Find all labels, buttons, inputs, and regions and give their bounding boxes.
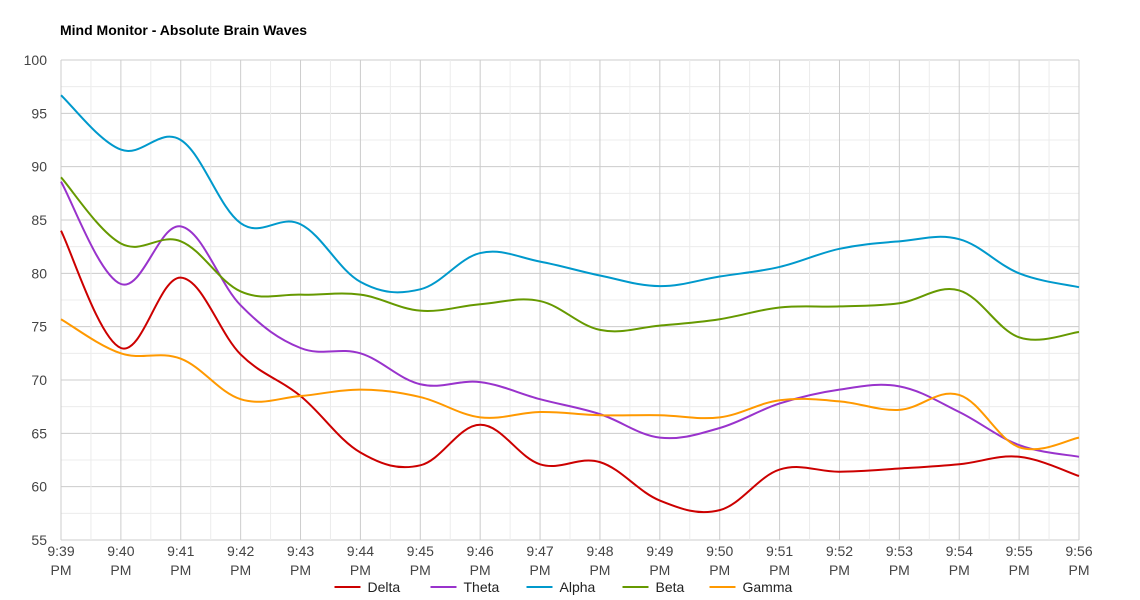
y-tick-label: 100 (24, 52, 48, 68)
series-line-gamma (60, 318, 1080, 451)
y-tick-label: 55 (31, 532, 47, 548)
y-tick-label: 75 (31, 319, 47, 335)
legend-item-theta[interactable]: Theta (430, 579, 500, 595)
legend-label: Alpha (560, 579, 596, 595)
chart-grid (60, 59, 1080, 541)
y-tick-label: 95 (31, 105, 47, 121)
series-line-delta (60, 230, 1080, 514)
y-tick-label: 60 (31, 479, 47, 495)
x-tick-label: 9:49 PM (646, 543, 673, 578)
x-axis: 9:39 PM 9:40 PM 9:41 PM 9:42 PM 9:43 PM 9:44 PM 9:45… (47, 543, 1092, 578)
y-tick-label: 80 (31, 265, 47, 281)
x-tick-label: 9:43 PM (287, 543, 314, 578)
x-tick-label: 9:45 PM (407, 543, 434, 578)
x-tick-label: 9:56 PM (1065, 543, 1092, 578)
y-tick-label: 85 (31, 212, 47, 228)
series-lines (60, 94, 1080, 514)
x-tick-label: 9:47 PM (526, 543, 553, 578)
legend-item-alpha[interactable]: Alpha (526, 579, 596, 595)
x-tick-label: 9:55 PM (1005, 543, 1032, 578)
legend-item-gamma[interactable]: Gamma (709, 579, 793, 595)
x-tick-label: 9:46 PM (467, 543, 494, 578)
x-tick-label: 9:39 PM (47, 543, 74, 578)
series-line-beta (60, 176, 1080, 341)
legend-label: Beta (656, 579, 685, 595)
x-tick-label: 9:50 PM (706, 543, 733, 578)
legend-item-beta[interactable]: Beta (622, 579, 685, 595)
x-tick-label: 9:48 PM (586, 543, 613, 578)
chart-title: Mind Monitor - Absolute Brain Waves (60, 22, 307, 38)
legend-item-delta[interactable]: Delta (334, 579, 401, 595)
x-tick-label: 9:53 PM (886, 543, 913, 578)
y-tick-label: 90 (31, 159, 47, 175)
y-axis: 55 60 65 70 75 80 85 90 95 100 (24, 52, 48, 548)
series-line-alpha (60, 94, 1080, 294)
x-tick-label: 9:51 PM (766, 543, 793, 578)
x-tick-label: 9:41 PM (167, 543, 194, 578)
x-tick-label: 9:44 PM (347, 543, 374, 578)
x-tick-label: 9:52 PM (826, 543, 853, 578)
x-tick-label: 9:42 PM (227, 543, 254, 578)
x-tick-label: 9:40 PM (107, 543, 134, 578)
y-tick-label: 70 (31, 372, 47, 388)
series-line-theta (60, 181, 1080, 458)
legend-label: Delta (368, 579, 401, 595)
x-tick-label: 9:54 PM (946, 543, 973, 578)
legend-label: Theta (464, 579, 500, 595)
legend-label: Gamma (743, 579, 793, 595)
legend[interactable]: Delta Theta Alpha Beta Gamma (334, 579, 793, 595)
y-tick-label: 65 (31, 425, 47, 441)
